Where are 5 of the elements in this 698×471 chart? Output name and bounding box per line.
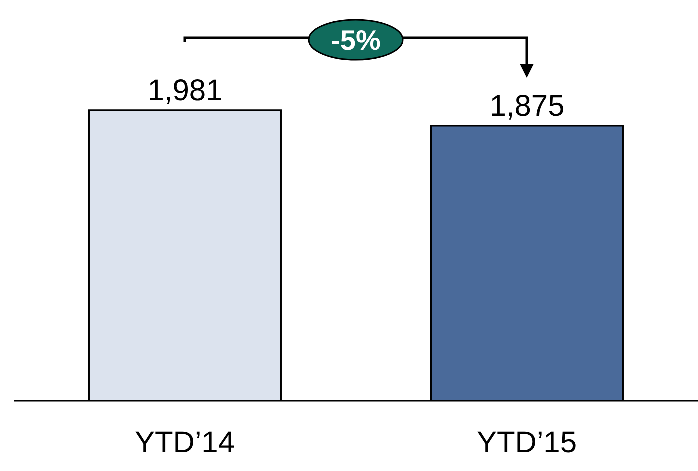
x-tick-label: YTD’15 [476,426,578,460]
data-label: 1,875 [490,90,565,123]
data-label: 1,981 [148,74,223,108]
text: -5% [331,25,381,56]
x-tick-label: YTD’14 [134,426,236,460]
